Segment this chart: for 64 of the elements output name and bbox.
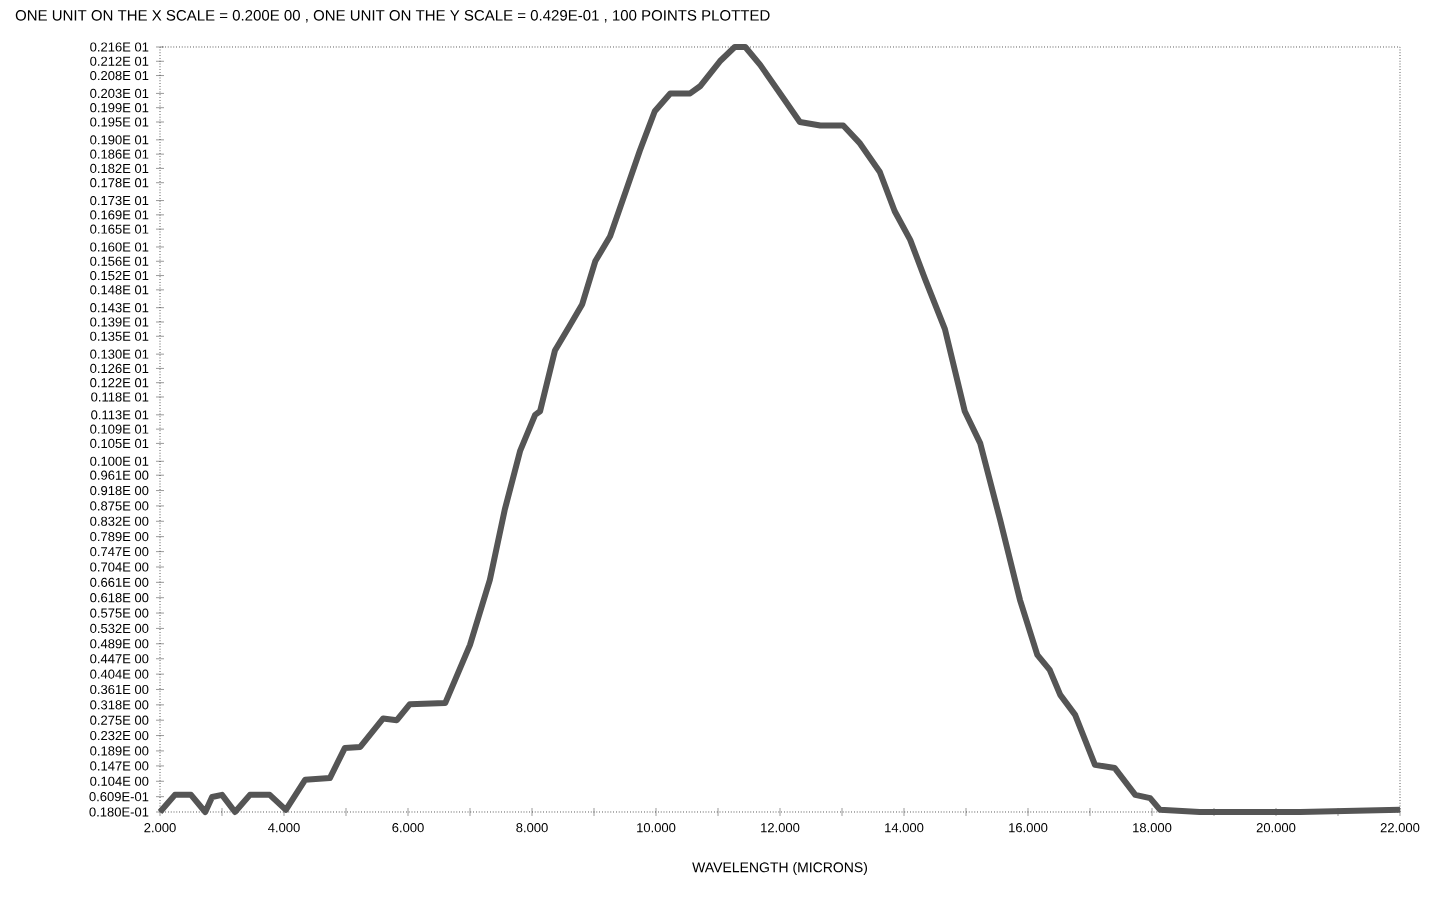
y-tick-label: 0.199E 01 <box>90 103 149 113</box>
y-tick-label: 0.361E 00 <box>90 684 149 695</box>
y-tick-label: 0.178E 01 <box>90 178 149 188</box>
y-tick-label: 0.609E-01 <box>89 792 149 802</box>
y-tick-label: 0.147E 00 <box>90 761 149 771</box>
y-tick-label: 0.216E 01 <box>90 42 149 52</box>
x-tick-label: 14.000 <box>885 823 924 833</box>
y-tick-label: 0.148E 01 <box>90 285 149 295</box>
y-tick-label: 0.789E 00 <box>90 532 149 542</box>
x-tick-label: 8.000 <box>516 823 548 833</box>
y-tick-label: 0.186E 01 <box>90 149 149 159</box>
x-tick-label: 12.000 <box>761 823 800 833</box>
y-tick-label: 0.189E 00 <box>90 746 149 756</box>
y-tick-label: 0.104E 00 <box>90 776 149 786</box>
x-axis-title: WAVELENGTH (MICRONS) <box>692 862 868 876</box>
y-tick-label: 0.489E 00 <box>90 639 149 649</box>
y-tick-label: 0.105E 01 <box>90 438 149 449</box>
y-tick-label: 0.173E 01 <box>90 195 149 206</box>
y-tick-label: 0.143E 01 <box>90 303 149 313</box>
y-tick-label: 0.661E 00 <box>90 577 149 587</box>
y-tick-label: 0.118E 01 <box>91 392 149 402</box>
y-tick-label: 0.918E 00 <box>90 485 149 496</box>
x-tick-label: 4.000 <box>268 823 300 833</box>
y-tick-label: 0.275E 00 <box>90 715 149 725</box>
y-tick-label: 0.156E 01 <box>90 256 149 266</box>
y-tick-label: 0.182E 01 <box>90 163 149 174</box>
x-tick-label: 18.000 <box>1133 823 1172 833</box>
y-tick-label: 0.875E 00 <box>90 501 149 511</box>
x-tick-label: 22.000 <box>1380 823 1420 833</box>
y-tick-label: 0.152E 01 <box>90 270 149 281</box>
y-tick-label: 0.169E 01 <box>90 210 149 220</box>
y-tick-label: 0.113E 01 <box>91 410 149 420</box>
x-tick-label: 10.000 <box>637 823 676 833</box>
y-tick-label: 0.618E 00 <box>90 593 149 603</box>
y-tick-label: 0.212E 01 <box>90 56 149 66</box>
y-tick-label: 0.447E 00 <box>90 654 149 664</box>
y-tick-label: 0.139E 01 <box>90 317 149 327</box>
y-tick-label: 0.961E 00 <box>90 470 149 480</box>
y-tick-label: 0.109E 01 <box>90 424 149 434</box>
y-tick-label: 0.532E 00 <box>90 623 149 634</box>
y-tick-label: 0.318E 00 <box>90 700 149 710</box>
chart-title: ONE UNIT ON THE X SCALE = 0.200E 00 , ONE UNIT ON THE Y SCALE = 0.429E-01 , 100 POINTS PLOTTED <box>15 10 770 23</box>
y-tick-label: 0.190E 01 <box>90 135 149 145</box>
y-tick-label: 0.203E 01 <box>90 88 149 99</box>
y-tick-label: 0.704E 00 <box>90 562 149 572</box>
y-tick-label: 0.232E 00 <box>90 730 149 741</box>
x-tick-label: 6.000 <box>392 823 424 833</box>
y-tick-label: 0.832E 00 <box>90 516 149 526</box>
y-tick-label: 0.126E 01 <box>90 363 149 374</box>
y-tick-label: 0.130E 01 <box>90 349 149 359</box>
y-tick-label: 0.160E 01 <box>90 242 149 252</box>
y-tick-label: 0.180E-01 <box>89 807 149 817</box>
y-tick-label: 0.575E 00 <box>90 608 149 618</box>
y-tick-label: 0.122E 01 <box>90 378 149 388</box>
x-tick-label: 20.000 <box>1256 823 1296 833</box>
y-tick-label: 0.135E 01 <box>90 331 149 341</box>
x-tick-label: 2.000 <box>144 823 176 833</box>
x-tick-label: 16.000 <box>1009 823 1048 833</box>
y-tick-label: 0.404E 00 <box>90 669 149 679</box>
y-tick-label: 0.100E 01 <box>90 456 149 466</box>
y-tick-label: 0.208E 01 <box>90 70 149 81</box>
y-tick-label: 0.747E 00 <box>90 547 149 557</box>
y-tick-label: 0.165E 01 <box>90 224 149 234</box>
y-tick-label: 0.195E 01 <box>90 117 149 127</box>
